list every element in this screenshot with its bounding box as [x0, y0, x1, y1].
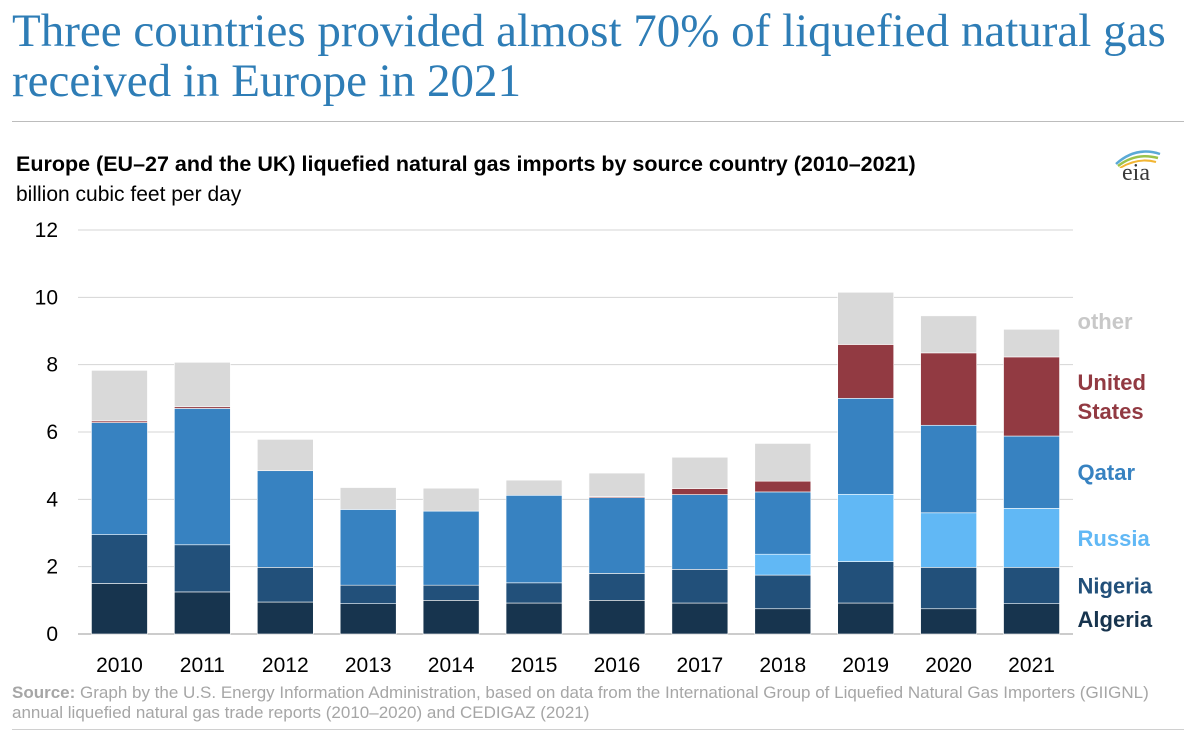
bar-segment-other	[588, 472, 646, 497]
bar-segment-algeria	[920, 608, 977, 635]
legend-label-russia: Russia	[1078, 526, 1151, 551]
bar-segment-qatar	[837, 398, 895, 495]
bar-segment-algeria	[422, 600, 480, 635]
bar-segment-nigeria	[920, 567, 977, 610]
header-divider	[12, 121, 1184, 122]
bar-segment-nigeria	[588, 573, 646, 601]
bar-segment-nigeria	[422, 584, 480, 601]
bar-segment-united-states	[754, 480, 812, 493]
bar-segment-qatar	[754, 491, 812, 555]
bar-segment-qatar	[174, 408, 231, 546]
bar-segment-nigeria	[339, 584, 397, 604]
bar-segment-other	[174, 362, 231, 408]
bar-segment-nigeria	[91, 534, 148, 584]
y-tick-label: 10	[35, 286, 58, 309]
bar-segment-nigeria	[505, 582, 563, 604]
bar-segment-algeria	[754, 608, 812, 635]
y-tick-label: 6	[46, 421, 58, 444]
x-tick-label: 2018	[759, 654, 806, 677]
bar-segment-qatar	[256, 470, 314, 568]
bar-segment-russia	[1003, 508, 1060, 568]
bar-segment-qatar	[920, 424, 977, 514]
bar-segment-other	[505, 479, 563, 496]
bar-segment-other	[671, 456, 729, 489]
bar-segment-united-states	[920, 352, 977, 426]
chart-title: Europe (EU–27 and the UK) liquefied natu…	[16, 152, 916, 176]
legend-label-united-states: United	[1078, 370, 1146, 395]
bar-segment-other	[256, 439, 314, 472]
bar-segment-nigeria	[1003, 567, 1060, 604]
eia-logo: eia	[1108, 148, 1164, 192]
bar-segment-other	[422, 487, 480, 512]
y-tick-label: 12	[35, 219, 58, 242]
bar-segment-united-states	[1003, 356, 1060, 437]
bar-segment-algeria	[505, 602, 563, 635]
bar-segment-russia	[837, 493, 895, 562]
legend-label-qatar: Qatar	[1078, 460, 1136, 485]
y-tick-label: 2	[46, 556, 58, 579]
bar-segment-nigeria	[754, 574, 812, 610]
x-tick-label: 2011	[180, 654, 225, 677]
chart-units: billion cubic feet per day	[16, 183, 242, 206]
x-tick-label: 2012	[262, 654, 309, 677]
bar-segment-algeria	[256, 601, 314, 635]
legend-label-algeria: Algeria	[1078, 607, 1153, 632]
bar-segment-algeria	[339, 603, 397, 635]
y-tick-label: 0	[46, 623, 58, 646]
y-tick-label: 8	[46, 354, 58, 377]
bar-segment-united-states	[671, 488, 729, 495]
source-label: Source:	[12, 683, 76, 702]
bar-segment-other	[920, 315, 977, 354]
bar-segment-qatar	[339, 509, 397, 586]
bar-segment-russia	[754, 553, 812, 576]
bar-segment-qatar	[588, 497, 646, 574]
bar-segment-qatar	[422, 510, 480, 586]
bar-segment-algeria	[1003, 603, 1060, 635]
x-tick-label: 2010	[96, 654, 143, 677]
legend-label-other: other	[1078, 309, 1133, 334]
bar-segment-qatar	[505, 494, 563, 584]
bar-segment-nigeria	[837, 561, 895, 604]
source-note: Source: Graph by the U.S. Energy Informa…	[12, 683, 1182, 723]
y-tick-label: 4	[46, 488, 58, 511]
bar-segment-nigeria	[174, 544, 231, 593]
bar-segment-other	[91, 370, 148, 422]
bar-segment-qatar	[671, 494, 729, 570]
bar-segment-other	[1003, 329, 1060, 358]
bar-segment-russia	[920, 512, 977, 568]
legend-label-nigeria: Nigeria	[1078, 574, 1153, 599]
bar-segment-nigeria	[256, 567, 314, 603]
stacked-bar-chart: 0 2 4 6 8 10 12 2010 2011 2012 2013 2014 2015 2016 201…	[35, 219, 1153, 677]
bar-segment-other	[339, 487, 397, 510]
x-tick-label: 2019	[842, 654, 889, 677]
bar-segment-algeria	[837, 602, 895, 635]
x-tick-label: 2017	[677, 654, 724, 677]
bar-segment-other	[754, 443, 812, 482]
bar-segment-algeria	[671, 602, 729, 635]
x-tick-label: 2015	[511, 654, 558, 677]
x-tick-label: 2020	[925, 654, 972, 677]
x-tick-label: 2014	[428, 654, 475, 677]
bar-segment-qatar	[1003, 435, 1060, 509]
bar-segment-united-states	[837, 344, 895, 399]
bar-segment-algeria	[91, 583, 148, 635]
bar-segment-other	[837, 291, 895, 345]
bar-segment-nigeria	[671, 569, 729, 604]
source-text: Graph by the U.S. Energy Information Adm…	[12, 683, 1149, 722]
legend-label-united-states: States	[1078, 399, 1144, 424]
footer-divider	[12, 729, 1184, 730]
logo-swoosh-icon	[1115, 150, 1161, 169]
page-headline: Three countries provided almost 70% of l…	[12, 5, 1166, 107]
bar-segment-algeria	[588, 600, 646, 635]
x-tick-label: 2013	[345, 654, 392, 677]
bar-segment-qatar	[91, 422, 148, 535]
x-tick-label: 2021	[1008, 654, 1055, 677]
logo-text: eia	[1122, 160, 1150, 186]
bar-segment-algeria	[174, 591, 231, 635]
x-tick-label: 2016	[594, 654, 641, 677]
